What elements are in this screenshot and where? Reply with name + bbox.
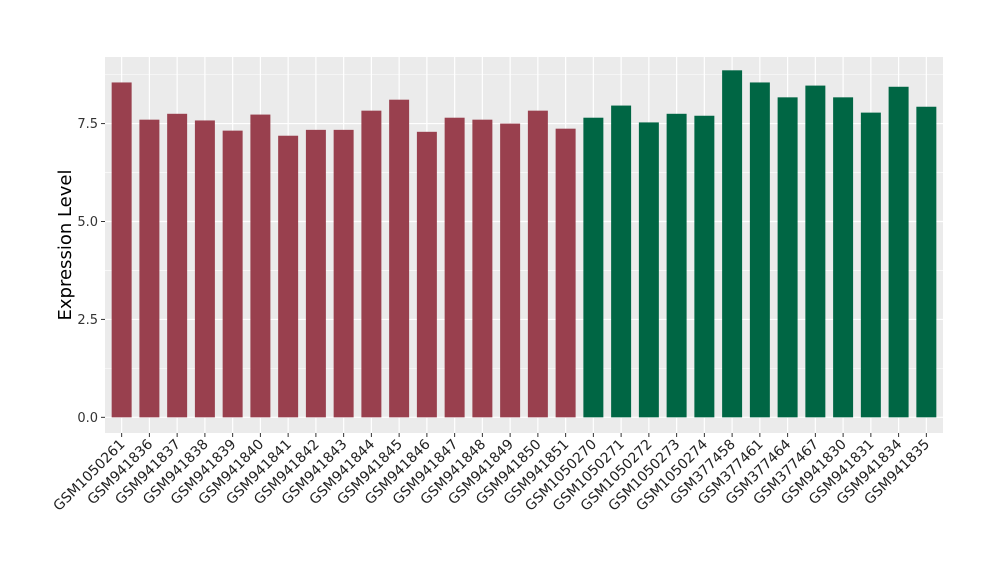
- bar-GSM941837: [167, 113, 188, 418]
- bar-GSM941838: [194, 120, 215, 418]
- bar-GSM1050273: [666, 113, 687, 418]
- bar-GSM941846: [416, 131, 437, 418]
- bar-GSM941830: [833, 97, 854, 418]
- y-tick-label: 2.5: [77, 313, 98, 328]
- bar-GSM1050274: [694, 115, 715, 418]
- bar-GSM941836: [139, 119, 160, 418]
- bar-GSM941831: [860, 112, 881, 418]
- bar-GSM941835: [916, 106, 937, 418]
- y-axis-ticks: 0.0 2.5 5.0 7.5: [77, 117, 105, 426]
- y-axis-title: Expression Level: [55, 170, 76, 321]
- bar-GSM941847: [444, 117, 465, 418]
- bar-GSM377461: [749, 82, 770, 418]
- x-axis-ticks: GSM1050261GSM941836GSM941837GSM941838GSM…: [51, 433, 933, 514]
- y-tick-label: 5.0: [77, 215, 98, 230]
- bar-GSM941844: [361, 110, 382, 418]
- bar-GSM1050261: [111, 82, 132, 418]
- bars: [111, 70, 937, 418]
- bar-GSM1050271: [611, 105, 632, 418]
- bar-GSM941850: [527, 110, 548, 418]
- bar-GSM377467: [805, 85, 826, 418]
- bar-GSM941845: [389, 99, 410, 418]
- y-tick-label: 7.5: [77, 117, 98, 132]
- y-tick-label: 0.0: [77, 411, 98, 426]
- plot-background: [105, 57, 943, 433]
- bar-GSM941851: [555, 128, 576, 418]
- bar-GSM1050272: [638, 122, 659, 418]
- bar-GSM941839: [222, 130, 243, 418]
- bar-GSM941841: [278, 135, 299, 418]
- bar-GSM941840: [250, 114, 271, 418]
- bar-GSM377458: [722, 70, 743, 418]
- bar-GSM941848: [472, 119, 493, 418]
- bar-GSM941849: [500, 123, 521, 418]
- bar-GSM1050270: [583, 117, 604, 418]
- bar-GSM377464: [777, 97, 798, 418]
- bar-GSM941843: [333, 129, 354, 418]
- bar-GSM941842: [305, 129, 326, 418]
- bar-GSM941834: [888, 86, 909, 418]
